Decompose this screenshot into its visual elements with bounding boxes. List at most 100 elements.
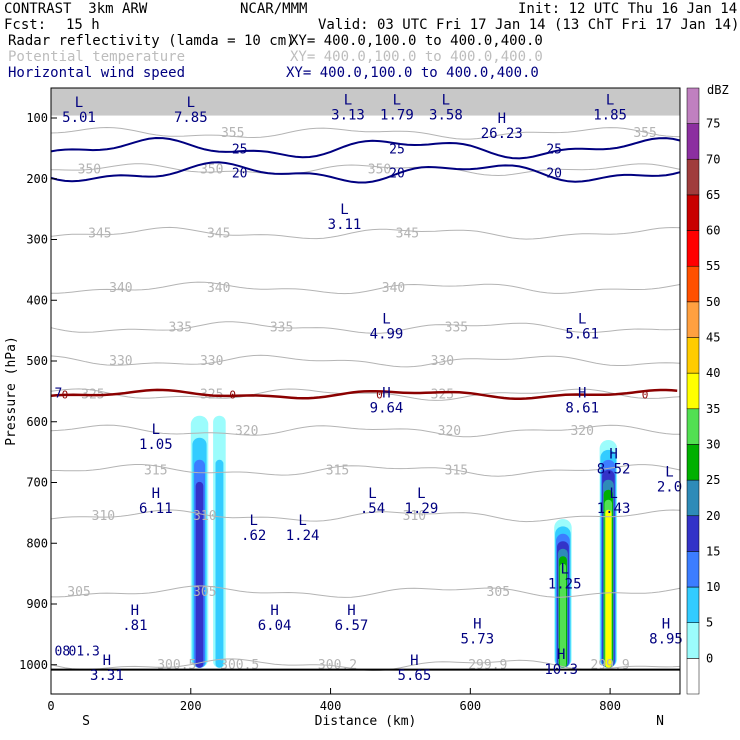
side-label-0: 7	[55, 387, 63, 402]
theta-label-310-2: 310	[403, 509, 426, 524]
theta-label-310-0: 310	[92, 509, 115, 524]
extremum-value-11: 8.61	[565, 401, 599, 417]
theta-label-330-1: 330	[200, 354, 223, 369]
extremum-value-17: 1.29	[405, 501, 439, 517]
theta-contour-355	[50, 126, 681, 140]
extremum-type-0: L	[75, 95, 83, 111]
extremum-value-14: 2.0	[657, 480, 682, 496]
wind-label-25-2: 25	[546, 142, 562, 157]
extremum-value-16: .54	[360, 501, 385, 517]
colorbar-label-10: 10	[706, 580, 720, 594]
field-name-theta: Potential temperature	[8, 49, 186, 65]
theta-contour-305	[51, 585, 681, 598]
extremum-type-13: H	[609, 446, 617, 462]
reflectivity-cell-3-level-40	[605, 509, 612, 668]
field-name-reflectivity: Radar reflectivity (lamda = 10 cm)	[8, 33, 295, 49]
y-tick-label-700: 700	[26, 476, 48, 490]
extremum-type-26: H	[662, 616, 670, 632]
zero-label-3: 0	[642, 388, 649, 401]
y-tick-label-900: 900	[26, 597, 48, 611]
colorbar-swatch-7	[686, 408, 700, 445]
theta-label-355-1: 355	[633, 126, 656, 141]
extremum-type-24: H	[347, 603, 355, 619]
x-tick-label-400: 400	[320, 699, 342, 713]
valid-time: Valid: 03 UTC Fri 17 Jan 14 (13 ChT Fri …	[318, 17, 740, 33]
extremum-value-10: 9.64	[370, 401, 404, 417]
colorbar-label-30: 30	[706, 438, 720, 452]
field-xy-reflectivity: XY= 400.0,100.0 to 400.0,400.0	[290, 33, 543, 49]
extremum-type-8: L	[382, 311, 390, 327]
theta-contour-330	[50, 354, 681, 368]
fcst-value: 15 h	[66, 17, 100, 33]
theta-label-315-1: 315	[326, 463, 349, 478]
extremum-value-28: 3.31	[90, 668, 124, 684]
y-tick-label-400: 400	[26, 293, 48, 307]
theta-label-350-2: 350	[368, 163, 391, 178]
extrema-labels: L5.01L7.85L3.13L1.79L3.58L1.85H26.23L3.1…	[55, 93, 683, 684]
extremum-value-26: 8.95	[649, 631, 683, 647]
theta-label-340-0: 340	[109, 281, 132, 296]
x-tick-label-800: 800	[599, 699, 621, 713]
theta-label-320-1: 320	[438, 424, 461, 439]
extremum-value-8: 4.99	[370, 326, 404, 342]
theta-label-305-2: 305	[487, 585, 510, 600]
zero-isotherm	[50, 388, 678, 400]
colorbar: 0 5 10 15 20 25 30 35 40 45 50 55 60 65 70 75 dBZ	[686, 83, 729, 695]
extremum-value-25: 5.73	[460, 631, 494, 647]
colorbar-swatch-14	[686, 159, 700, 196]
theta-contour-340	[51, 281, 681, 295]
colorbar-label-65: 65	[706, 188, 720, 202]
reflectivity-cell-0-level-20	[195, 481, 204, 668]
theta-label-330-0: 330	[109, 354, 132, 369]
side-label-1: 08	[55, 645, 71, 660]
theta-contour-315	[51, 464, 681, 477]
theta-contour-325	[50, 388, 681, 401]
theta-label-350-0: 350	[78, 163, 101, 178]
field-name-wind: Horizontal wind speed	[8, 65, 186, 81]
y-tick-label-100: 100	[26, 111, 48, 125]
extremum-value-20: 1.24	[286, 528, 320, 544]
extremum-type-2: L	[344, 93, 352, 109]
extremum-value-13: 8.52	[597, 461, 631, 477]
theta-label-330-2: 330	[431, 354, 454, 369]
colorbar-swatch-6	[686, 444, 700, 481]
y-tick-label-800: 800	[26, 536, 48, 550]
colorbar-label-35: 35	[706, 402, 720, 416]
center-title: NCAR/MMM	[240, 1, 308, 17]
theta-label-305-0: 305	[67, 585, 90, 600]
colorbar-swatch-4	[686, 515, 700, 552]
extremum-type-29: H	[410, 653, 418, 669]
x-tick-label-600: 600	[459, 699, 481, 713]
wind-contour-20	[50, 161, 681, 184]
theta-contour-320	[50, 424, 681, 438]
colorbar-swatch-5	[686, 479, 700, 516]
extremum-type-25: H	[473, 616, 481, 632]
extremum-type-15: H	[152, 486, 160, 502]
theta-label-345-2: 345	[396, 226, 419, 241]
extremum-value-19: .62	[241, 528, 266, 544]
colorbar-label-40: 40	[706, 366, 720, 380]
theta-dense-top-band	[51, 88, 680, 116]
wind-label-25-1: 25	[389, 142, 405, 157]
y-axis-label: Pressure (hPa)	[4, 336, 19, 446]
extremum-value-9: 5.61	[565, 326, 599, 342]
extremum-value-21: 1.25	[548, 577, 582, 593]
model-title: CONTRAST 3km ARW	[4, 1, 148, 17]
colorbar-label-20: 20	[706, 509, 720, 523]
colorbar-swatch-10	[686, 301, 700, 338]
colorbar-label-5: 5	[706, 616, 713, 630]
theta-label-335-0: 335	[169, 321, 192, 336]
extremum-type-12: L	[152, 422, 160, 438]
reflectivity-layer	[190, 415, 618, 668]
theta-label-355-0: 355	[221, 126, 244, 141]
theta-label-335-1: 335	[270, 321, 293, 336]
extremum-type-9: L	[578, 311, 586, 327]
extremum-type-11: H	[578, 386, 586, 402]
theta-label-320-2: 320	[570, 424, 593, 439]
colorbar-swatch-2	[686, 586, 700, 623]
extremum-type-18: L	[609, 486, 617, 502]
colorbar-swatch-3	[686, 551, 700, 588]
colorbar-swatch-12	[686, 230, 700, 267]
